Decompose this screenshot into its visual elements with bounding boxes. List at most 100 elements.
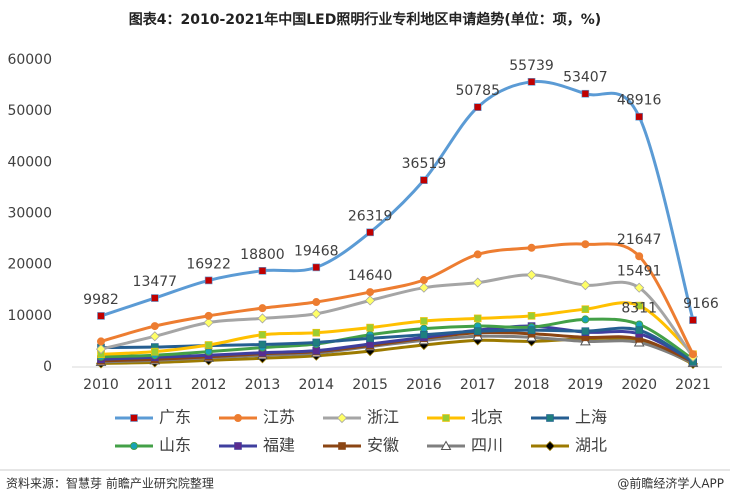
legend-marker [336,412,348,424]
legend-marker [442,414,450,422]
data-label: 36519 [402,156,447,172]
y-tick-label: 0 [43,359,52,375]
legend-label: 上海 [575,408,607,427]
x-tick-label: 2013 [245,377,281,393]
brand: @前瞻经济学人APP [617,476,724,491]
point [472,277,483,288]
x-tick-label: 2015 [352,377,388,393]
point [473,314,482,323]
data-label: 9982 [83,292,119,308]
point [312,263,321,272]
point [204,341,213,349]
point [527,326,536,334]
data-label: 48916 [617,93,662,109]
point [311,308,322,319]
point [366,288,375,297]
x-tick-label: 2010 [83,377,119,393]
legend-marker [130,442,138,450]
legend-label: 浙江 [367,408,399,427]
point [149,331,160,342]
y-tick-label: 20000 [7,257,52,273]
data-label: 9166 [683,296,719,312]
point [419,276,428,285]
data-label: 14640 [348,268,393,284]
point [527,78,536,86]
point [151,347,159,356]
point [635,301,643,310]
legend-label: 四川 [471,436,503,455]
data-label: 26319 [348,208,393,224]
point [203,317,214,328]
legend-label: 广东 [159,408,191,427]
data-label: 50785 [455,83,500,99]
chart-title: 图表4：2010-2021年中国LED照明行业专利地区申请趋势(单位：项，%) [129,11,601,28]
data-label: 18800 [240,247,285,263]
x-tick-label: 2020 [621,377,657,393]
x-tick-label: 2018 [514,377,550,393]
point [581,240,590,249]
point [258,304,267,313]
legend-marker [546,414,554,422]
point [526,269,537,280]
data-label: 8311 [621,300,657,316]
y-tick-label: 60000 [7,52,52,68]
legend-label: 江苏 [263,408,295,427]
point [634,282,645,293]
point [473,327,482,335]
y-tick-label: 50000 [7,103,52,119]
point [418,282,429,293]
legend-marker [440,440,452,450]
point [366,323,374,332]
data-label: 13477 [133,274,178,290]
point [151,294,159,302]
point [95,344,107,355]
data-label: 19468 [294,243,339,259]
point [420,176,428,184]
y-tick-label: 40000 [7,154,52,170]
point [420,317,428,325]
point [635,112,643,121]
point [366,334,374,343]
legend-marker [234,414,242,422]
point [312,346,321,355]
point [581,327,590,335]
x-tick-label: 2016 [406,377,442,393]
x-tick-label: 2014 [298,377,334,393]
point [97,312,105,320]
data-label: 21647 [617,232,662,248]
point [312,328,321,337]
point [204,276,213,285]
y-tick-label: 30000 [7,206,52,222]
point [473,250,482,259]
point [258,267,267,275]
point [581,315,590,324]
point [527,243,536,252]
data-label: 55739 [509,58,554,74]
point [420,330,428,339]
point [312,298,321,307]
point [689,350,697,359]
point [635,252,644,261]
x-tick-label: 2021 [675,377,711,393]
legend-label: 湖北 [575,436,607,455]
data-label: 16922 [186,256,231,272]
point [258,330,267,339]
legend-marker [234,442,242,450]
point [527,312,536,320]
legend-label: 山东 [159,436,191,455]
point [204,311,213,320]
x-tick-label: 2011 [137,377,173,393]
data-label: 53407 [563,70,608,86]
point [150,322,159,331]
legend-label: 安徽 [367,436,399,455]
point [258,340,267,349]
legend-label: 福建 [263,436,295,455]
legend-marker [338,442,346,450]
point [97,337,105,346]
legend-label: 北京 [471,408,503,427]
data-label: 15491 [617,264,662,280]
point [635,326,643,334]
point [581,305,590,313]
x-tick-label: 2017 [460,377,496,393]
